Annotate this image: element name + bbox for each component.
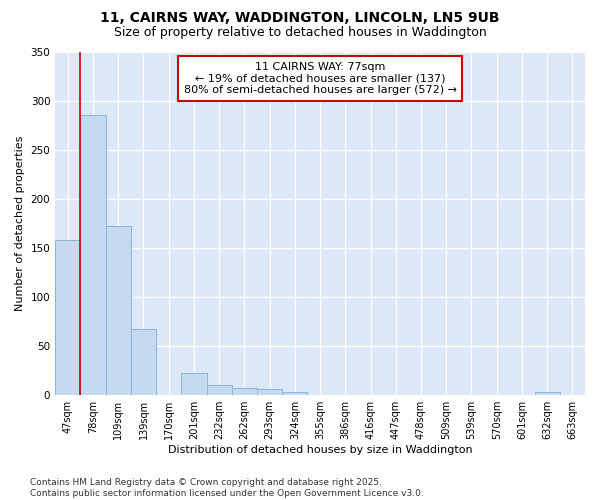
Bar (282, 392, 307, 395)
Bar (206, 386, 232, 395)
Text: 11 CAIRNS WAY: 77sqm
← 19% of detached houses are smaller (137)
80% of semi-deta: 11 CAIRNS WAY: 77sqm ← 19% of detached h… (184, 62, 457, 95)
Bar (55, 240, 80, 395)
Bar (535, 392, 560, 395)
Bar (131, 330, 156, 395)
X-axis label: Distribution of detached houses by size in Waddington: Distribution of detached houses by size … (168, 445, 472, 455)
Text: Contains HM Land Registry data © Crown copyright and database right 2025.
Contai: Contains HM Land Registry data © Crown c… (30, 478, 424, 498)
Bar (257, 390, 282, 395)
Y-axis label: Number of detached properties: Number of detached properties (15, 136, 25, 311)
Bar (80, 116, 106, 395)
Text: Size of property relative to detached houses in Waddington: Size of property relative to detached ho… (113, 26, 487, 39)
Bar (181, 372, 206, 395)
Bar (232, 388, 257, 395)
Bar (106, 226, 131, 395)
Text: 11, CAIRNS WAY, WADDINGTON, LINCOLN, LN5 9UB: 11, CAIRNS WAY, WADDINGTON, LINCOLN, LN5… (100, 11, 500, 25)
